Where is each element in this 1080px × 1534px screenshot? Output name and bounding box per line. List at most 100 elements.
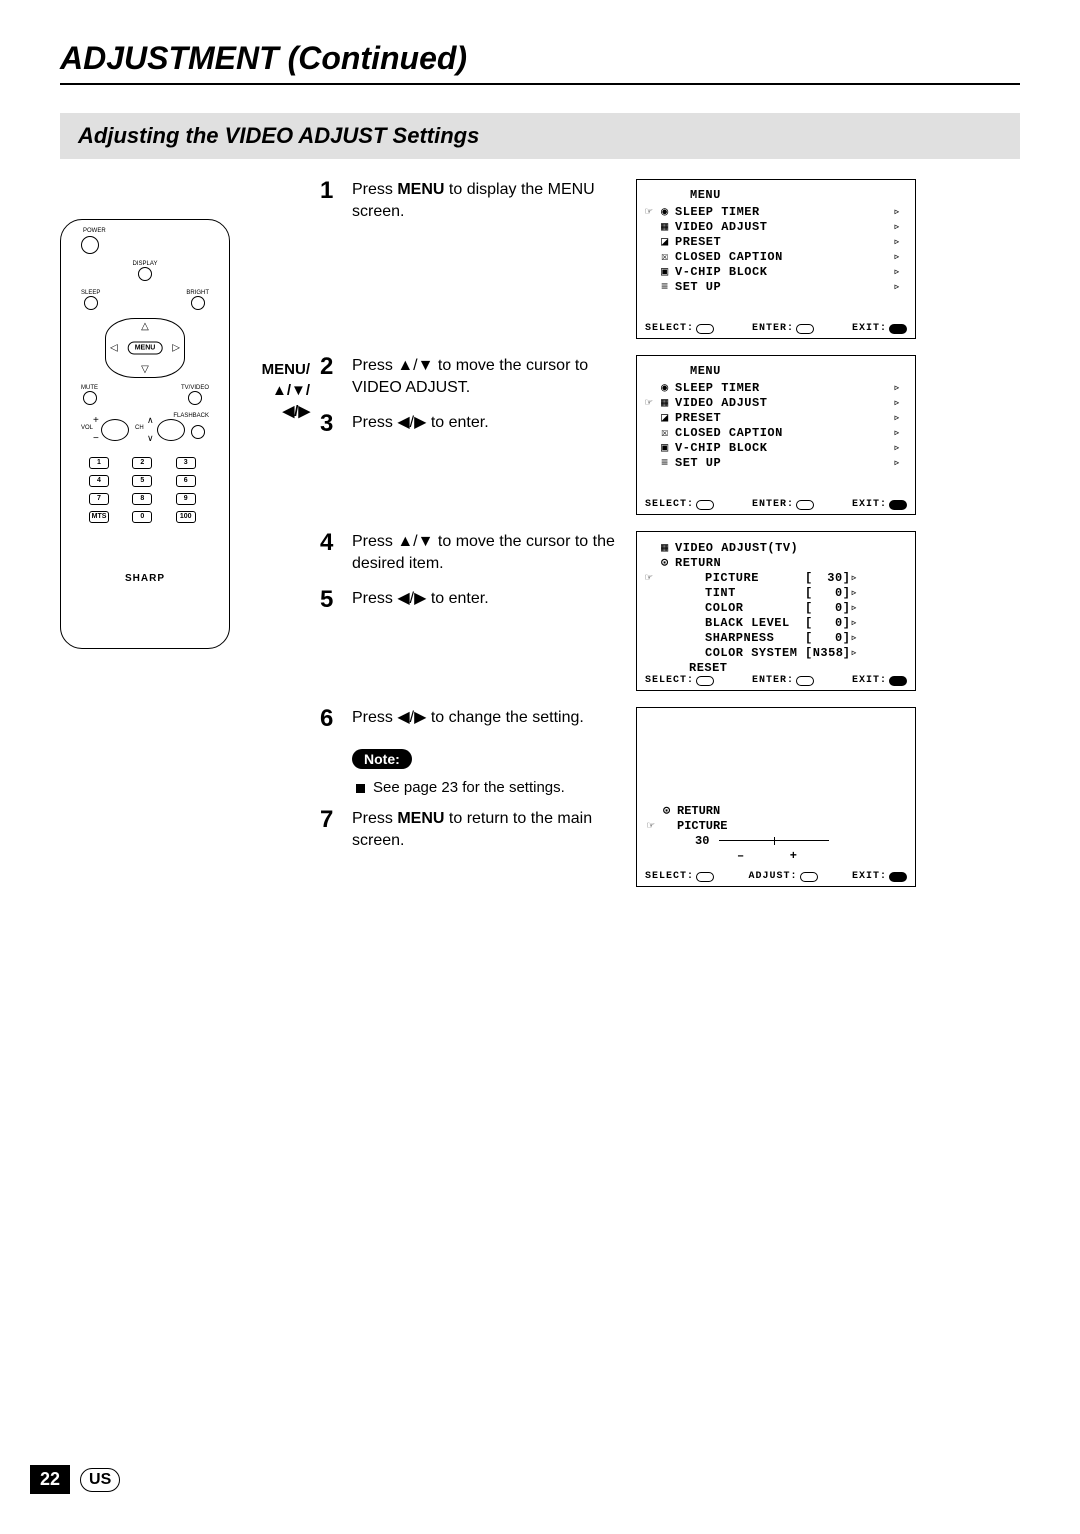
mute-button xyxy=(83,391,97,405)
step-text-5: Press ◀/▶ to enter. xyxy=(352,588,489,610)
osd-menu-item: ◪PRESET▹ xyxy=(645,234,907,249)
enter-icon xyxy=(796,500,814,510)
step-text-6: Press ◀/▶ to change the setting. xyxy=(352,707,584,729)
step-num-1: 1 xyxy=(320,179,342,203)
callout-line2: ▲/▼/ xyxy=(250,380,310,401)
dpad: △ ▽ ◁ ▷ MENU xyxy=(105,318,185,378)
osd-menu-2: MENU ◉SLEEP TIMER▹☞▦VIDEO ADJUST▹◪PRESET… xyxy=(636,355,916,515)
note-badge: Note: xyxy=(352,749,412,769)
vol-rocker xyxy=(101,419,129,441)
key-0: 0 xyxy=(132,511,152,523)
osd-menu-3: ▦VIDEO ADJUST(TV) ⊙RETURN ☞PICTURE[30]▹T… xyxy=(636,531,916,691)
enter-icon xyxy=(796,324,814,334)
select-icon xyxy=(696,500,714,510)
osd4-footer: SELECT: ADJUST: EXIT: xyxy=(645,871,907,882)
step-6: 6 Press ◀/▶ to change the setting. xyxy=(320,707,630,731)
step-text-1: Press MENU to display the MENU screen. xyxy=(352,179,630,224)
osd-adjust-item: SHARPNESS[0]▹ xyxy=(645,630,907,645)
step-3: 3 Press ◀/▶ to enter. xyxy=(320,412,630,436)
step-num-7: 7 xyxy=(320,808,342,832)
display-button xyxy=(138,267,152,281)
dpad-right: ▷ xyxy=(172,343,180,354)
step-2: 2 Press ▲/▼ to move the cursor to VIDEO … xyxy=(320,355,630,400)
select-icon xyxy=(696,324,714,334)
ch-down-icon: ∨ xyxy=(147,433,154,444)
dpad-down: ▽ xyxy=(141,364,149,375)
power-label: POWER xyxy=(83,228,106,234)
power-button xyxy=(81,236,99,254)
keypad: 1 2 3 4 5 6 7 8 9 MTS 0 100 xyxy=(89,457,201,523)
osd-menu-item: ▦VIDEO ADJUST▹ xyxy=(645,219,907,234)
osd4-value: 30 xyxy=(695,834,709,848)
osd-adjust-item: ☞PICTURE[30]▹ xyxy=(645,570,907,585)
key-6: 6 xyxy=(176,475,196,487)
key-2: 2 xyxy=(132,457,152,469)
osd-menu-item: ≡SET UP▹ xyxy=(645,279,907,294)
select-icon xyxy=(696,872,714,882)
osd-menu-item: ◪PRESET▹ xyxy=(645,410,907,425)
osd2-footer: SELECT: ENTER: EXIT: xyxy=(645,499,907,510)
key-5: 5 xyxy=(132,475,152,487)
slider-bar xyxy=(719,840,829,841)
osd1-footer: SELECT: ENTER: EXIT: xyxy=(645,323,907,334)
osd3-return: RETURN xyxy=(675,556,721,570)
osd2-title: MENU xyxy=(645,364,907,378)
callout-label: MENU/ ▲/▼/ ◀/▶ xyxy=(250,359,310,422)
flashback-label: FLASHBACK xyxy=(173,413,209,419)
step-text-4: Press ▲/▼ to move the cursor to the desi… xyxy=(352,531,630,576)
step-text-3: Press ◀/▶ to enter. xyxy=(352,412,489,434)
osd-menu-item: ☞▦VIDEO ADJUST▹ xyxy=(645,395,907,410)
key-4: 4 xyxy=(89,475,109,487)
minus-label: – xyxy=(737,849,744,863)
step-text-7: Press MENU to return to the main screen. xyxy=(352,808,630,853)
osd3-reset: RESET xyxy=(675,661,728,675)
osd-adjust-item: COLOR SYSTEM[N358]▹ xyxy=(645,645,907,660)
key-7: 7 xyxy=(89,493,109,505)
key-100: 100 xyxy=(176,511,196,523)
slider-tick xyxy=(774,837,775,845)
osd3-title: VIDEO ADJUST(TV) xyxy=(675,541,798,555)
bullet-icon xyxy=(356,784,365,793)
callout-line1: MENU/ xyxy=(250,359,310,380)
osd-menu-item: ▣V-CHIP BLOCK▹ xyxy=(645,440,907,455)
osd-adjust-item: TINT[0]▹ xyxy=(645,585,907,600)
osd-menu-1: MENU ☞◉SLEEP TIMER▹▦VIDEO ADJUST▹◪PRESET… xyxy=(636,179,916,339)
osd-menu-item: ☒CLOSED CAPTION▹ xyxy=(645,425,907,440)
tvvideo-button xyxy=(188,391,202,405)
osd4-return: RETURN xyxy=(677,804,720,818)
dpad-left: ◁ xyxy=(110,343,118,354)
plus-label: + xyxy=(790,849,797,863)
callout-line3: ◀/▶ xyxy=(250,401,310,422)
key-8: 8 xyxy=(132,493,152,505)
bright-button xyxy=(191,296,205,310)
key-9: 9 xyxy=(176,493,196,505)
key-1: 1 xyxy=(89,457,109,469)
page-footer: 22 US xyxy=(30,1465,120,1494)
osd-menu-item: ☞◉SLEEP TIMER▹ xyxy=(645,204,907,219)
enter-icon xyxy=(796,676,814,686)
flashback-button xyxy=(191,425,205,439)
menu-button: MENU xyxy=(128,342,163,355)
step-text-2: Press ▲/▼ to move the cursor to VIDEO AD… xyxy=(352,355,630,400)
step-num-6: 6 xyxy=(320,707,342,731)
page-title: ADJUSTMENT (Continued) xyxy=(60,40,1020,85)
key-3: 3 xyxy=(176,457,196,469)
step-num-5: 5 xyxy=(320,588,342,612)
exit-icon xyxy=(889,324,907,334)
osd3-footer: SELECT: ENTER: EXIT: xyxy=(645,675,907,686)
osd-menu-item: ☒CLOSED CAPTION▹ xyxy=(645,249,907,264)
vol-label: VOL xyxy=(81,425,93,431)
ch-up-icon: ∧ xyxy=(147,415,154,426)
key-mts: MTS xyxy=(89,511,109,523)
region-badge: US xyxy=(80,1468,120,1492)
osd4-item: PICTURE xyxy=(663,819,727,833)
ch-rocker xyxy=(157,419,185,441)
vol-up-icon: + xyxy=(93,415,99,426)
dpad-up: △ xyxy=(141,321,149,332)
exit-icon xyxy=(889,676,907,686)
brand-label: SHARP xyxy=(69,573,221,584)
ch-label: CH xyxy=(135,425,144,431)
remote-column: POWER DISPLAY SLEEP BRIGHT △ ▽ ◁ ▷ MENU xyxy=(60,179,300,903)
step-4: 4 Press ▲/▼ to move the cursor to the de… xyxy=(320,531,630,576)
vol-down-icon: − xyxy=(93,433,99,444)
